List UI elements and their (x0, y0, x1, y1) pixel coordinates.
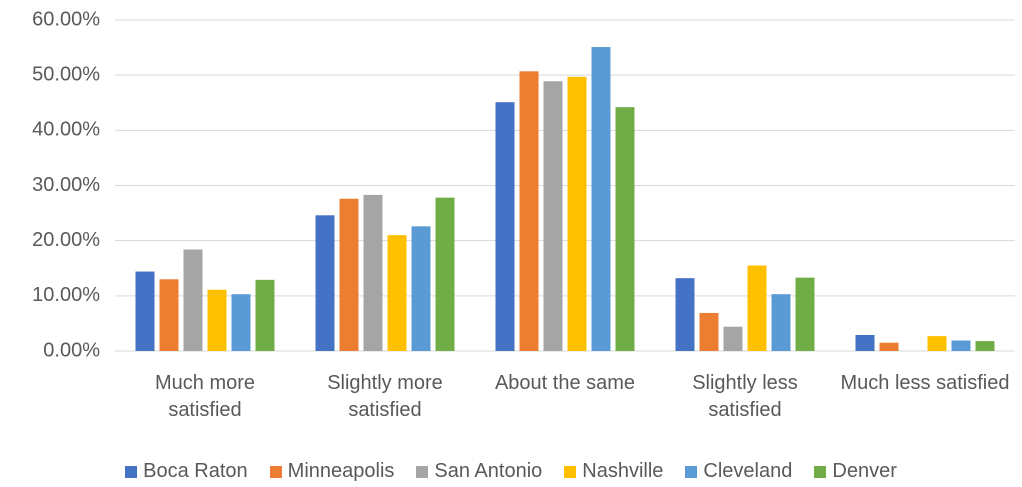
legend-label: Cleveland (703, 460, 793, 482)
y-tick-label: 10.00% (32, 284, 100, 306)
bar (795, 277, 815, 351)
legend-swatch (814, 465, 827, 478)
x-tick-label: Much less satisfied (840, 372, 1010, 394)
legend-item: Cleveland (685, 460, 792, 483)
bar (879, 342, 899, 351)
legend-swatch (269, 465, 282, 478)
bar (495, 102, 515, 351)
y-tick-label: 30.00% (32, 174, 100, 196)
bar (675, 278, 695, 351)
legend-swatch (564, 465, 577, 478)
legend-label: San Antonio (434, 460, 543, 482)
bar (543, 81, 563, 352)
bar (567, 76, 587, 352)
legend-item: Minneapolis (269, 460, 395, 483)
x-tick-label: Much more satisfied (154, 372, 256, 421)
bar (339, 198, 359, 351)
bar (231, 294, 251, 351)
x-tick-label: Slightly more satisfied (327, 372, 443, 421)
bar (387, 235, 407, 351)
bar (747, 265, 767, 351)
legend-item: San Antonio (416, 460, 542, 483)
legend-swatch (685, 465, 698, 478)
y-tick-label: 50.00% (32, 63, 100, 85)
bar (411, 226, 431, 351)
legend-item: Denver (814, 460, 897, 483)
y-tick-label: 60.00% (32, 8, 100, 30)
bar (363, 194, 383, 351)
bar (699, 312, 719, 351)
bar (591, 47, 611, 351)
x-tick-label: Slightly less satisfied (692, 372, 798, 421)
legend-label: Minneapolis (287, 460, 395, 482)
bar (951, 340, 971, 351)
y-tick-label: 20.00% (32, 229, 100, 251)
legend-swatch (125, 465, 138, 478)
y-tick-label: 40.00% (32, 119, 100, 141)
bar (723, 326, 743, 351)
legend-label: Nashville (582, 460, 664, 482)
bar (771, 294, 791, 351)
bar (855, 335, 875, 351)
y-tick-label: 0.00% (43, 339, 100, 361)
legend-label: Denver (832, 460, 897, 482)
bar (435, 197, 455, 351)
bar (315, 215, 335, 351)
bar (615, 107, 635, 351)
legend: Boca Raton Minneapolis San Antonio Nashvill… (0, 460, 1022, 483)
bar (927, 336, 947, 351)
bar (975, 341, 995, 351)
bar (255, 279, 275, 351)
bar (135, 271, 155, 351)
bar (519, 71, 539, 352)
x-tick-label: About the same (494, 372, 636, 394)
legend-label: Boca Raton (143, 460, 248, 482)
legend-item: Nashville (564, 460, 663, 483)
bar (183, 249, 203, 351)
legend-item: Boca Raton (125, 460, 248, 483)
bar (159, 279, 179, 351)
bar (207, 289, 227, 351)
legend-swatch (416, 465, 429, 478)
